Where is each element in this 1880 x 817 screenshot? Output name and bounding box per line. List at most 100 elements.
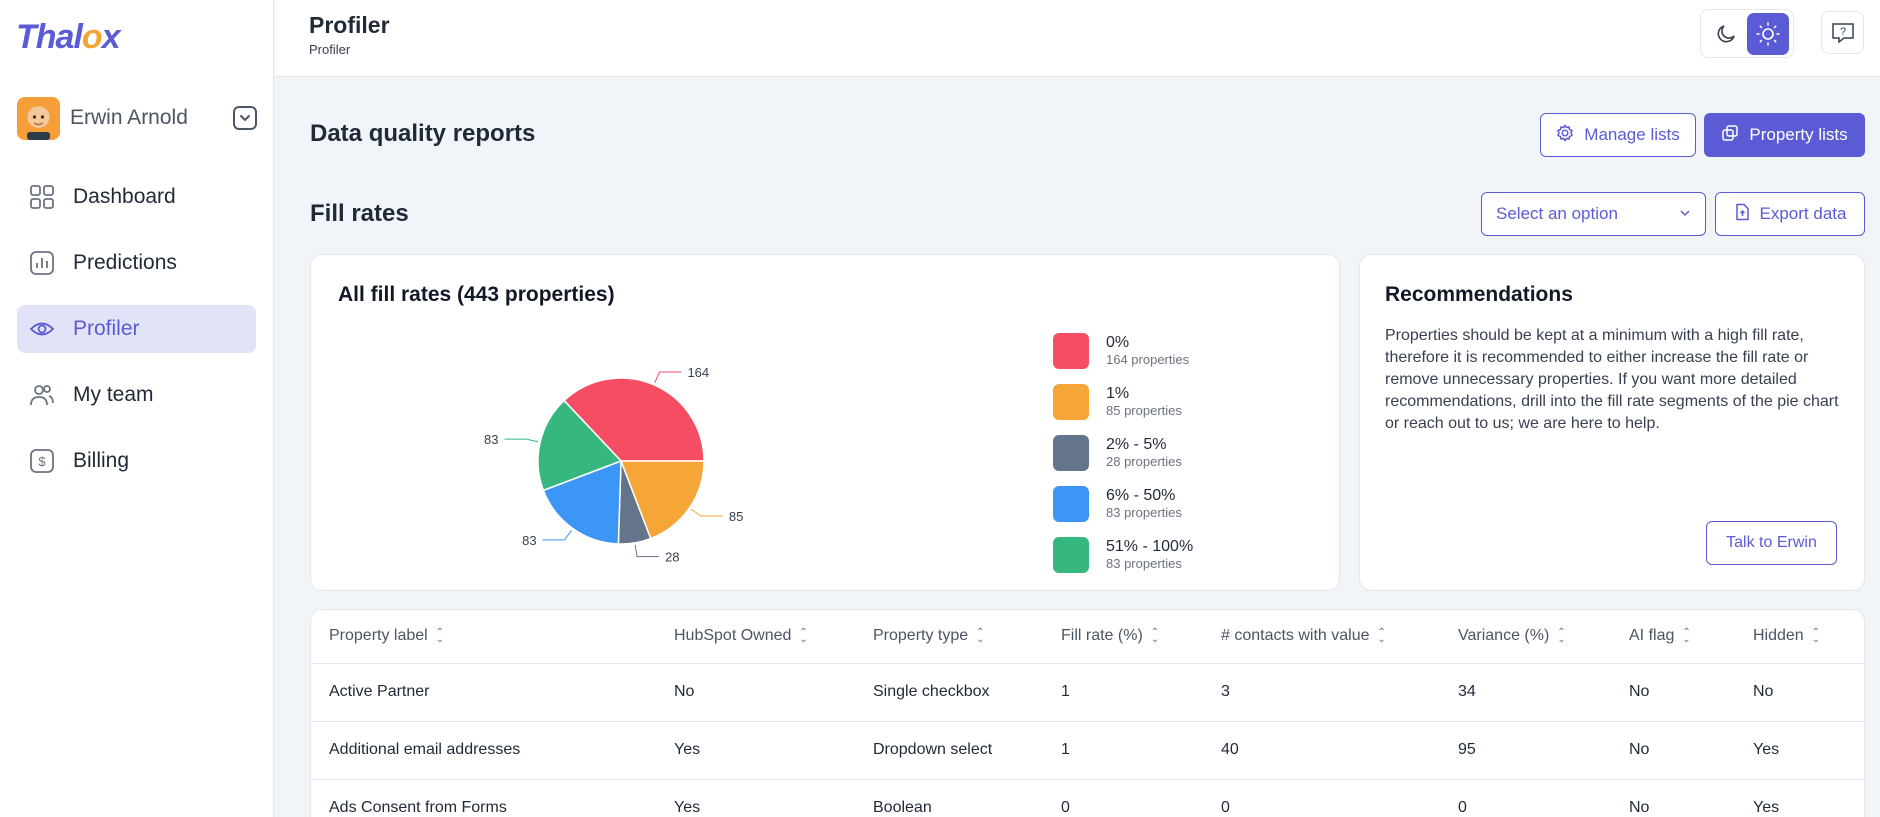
sidebar-item-label: Predictions [73, 251, 177, 274]
column-header[interactable]: Property type ⌃ ⌄ [855, 610, 1043, 664]
table-cell: Additional email addresses [311, 721, 656, 780]
sidebar-item-dashboard[interactable]: Dashboard [17, 173, 256, 221]
svg-text:$: $ [38, 454, 46, 469]
sidebar-item-label: Dashboard [73, 185, 176, 208]
table-cell: 95 [1440, 721, 1611, 780]
column-header[interactable]: Hidden ⌃ ⌄ [1735, 610, 1864, 664]
sort-icon: ⌃ ⌄ [1682, 627, 1691, 646]
avatar [17, 96, 60, 140]
column-label: HubSpot Owned [674, 627, 792, 645]
legend-item[interactable]: 2% - 5% 28 properties [1053, 427, 1193, 478]
chart-icon [29, 250, 55, 276]
table-cell: 40 [1203, 721, 1440, 780]
table-cell: 0 [1043, 779, 1203, 817]
dollar-icon: $ [29, 448, 55, 474]
pie-data-label: 28 [665, 550, 679, 565]
sidebar-item-my-team[interactable]: My team [17, 371, 256, 419]
legend-item[interactable]: 1% 85 properties [1053, 376, 1193, 427]
users-icon [29, 382, 55, 408]
svg-text:?: ? [1839, 26, 1845, 38]
copy-icon [1721, 124, 1739, 147]
chevron-down-icon [1679, 204, 1691, 224]
table-cell: Dropdown select [855, 721, 1043, 780]
table-cell: 34 [1440, 663, 1611, 722]
table-row[interactable]: Active Partner No Single checkbox 1 3 34… [311, 663, 1864, 722]
legend-item[interactable]: 6% - 50% 83 properties [1053, 478, 1193, 529]
moon-icon[interactable] [1705, 13, 1747, 55]
column-label: Fill rate (%) [1061, 627, 1143, 645]
legend-label: 0% [1106, 334, 1130, 351]
table-header-row: Property label ⌃ ⌄ HubSpot Owned ⌃ ⌄ Propert… [311, 610, 1864, 664]
table-cell: 0 [1440, 779, 1611, 817]
table-row[interactable]: Ads Consent from Forms Yes Boolean 0 0 0… [311, 779, 1864, 817]
help-icon[interactable]: ? [1821, 11, 1864, 54]
table-cell: Ads Consent from Forms [311, 779, 656, 817]
column-header[interactable]: Property label ⌃ ⌄ [311, 610, 656, 664]
manage-lists-button[interactable]: Manage lists [1540, 113, 1696, 157]
logo-prefix: Thal [16, 18, 83, 56]
pie-leader-line [542, 529, 572, 541]
sidebar-item-label: Billing [73, 449, 130, 472]
pie-data-label: 83 [522, 533, 536, 548]
column-label: Property type [873, 627, 969, 645]
column-label: # contacts with value [1221, 627, 1370, 645]
page-heading: Data quality reports [310, 120, 536, 147]
sidebar-item-predictions[interactable]: Predictions [17, 239, 256, 287]
sidebar-item-label: Profiler [73, 317, 140, 340]
export-data-button[interactable]: Export data [1715, 192, 1865, 236]
select-value: Select an option [1496, 204, 1618, 223]
pie-leader-line [634, 544, 660, 558]
sort-icon: ⌃ ⌄ [1377, 627, 1386, 646]
table-cell: Yes [1735, 779, 1864, 817]
table-cell: 3 [1203, 663, 1440, 722]
sun-icon[interactable] [1747, 12, 1789, 55]
column-header[interactable]: Fill rate (%) ⌃ ⌄ [1043, 610, 1203, 664]
sort-icon: ⌃ ⌄ [976, 627, 985, 646]
breadcrumb: Profiler [309, 42, 351, 57]
table-row[interactable]: Additional email addresses Yes Dropdown … [311, 721, 1864, 780]
properties-table-card: Property label ⌃ ⌄ HubSpot Owned ⌃ ⌄ Propert… [310, 609, 1865, 817]
sort-icon: ⌃ ⌄ [1557, 627, 1566, 646]
pie-slice[interactable] [563, 377, 705, 462]
table-cell: No [1611, 721, 1735, 780]
sidebar-item-billing[interactable]: $ Billing [17, 437, 256, 485]
table-cell: No [1735, 663, 1864, 722]
pie-slice[interactable] [619, 460, 705, 540]
table-cell: Yes [656, 721, 855, 780]
pie-slice[interactable] [542, 459, 622, 545]
section-heading: Fill rates [310, 200, 409, 227]
column-header[interactable]: # contacts with value ⌃ ⌄ [1203, 610, 1440, 664]
pie-leader-line [504, 438, 539, 443]
eye-icon [29, 316, 55, 342]
pie-slice[interactable] [537, 399, 623, 492]
pie-data-label: 164 [687, 365, 709, 380]
export-icon [1734, 203, 1750, 226]
legend-swatch [1053, 485, 1089, 522]
legend-sub: 164 properties [1106, 352, 1190, 367]
option-select[interactable]: Select an option [1481, 192, 1706, 236]
recommendations-text: Properties should be kept at a minimum w… [1385, 327, 1839, 432]
legend-swatch [1053, 434, 1089, 471]
theme-toggle [1700, 9, 1794, 58]
column-header[interactable]: HubSpot Owned ⌃ ⌄ [656, 610, 855, 664]
column-header[interactable]: AI flag ⌃ ⌄ [1611, 610, 1735, 664]
user-menu[interactable]: Erwin Arnold [17, 96, 257, 140]
legend-item[interactable]: 0% 164 properties [1053, 325, 1193, 376]
sidebar-item-profiler[interactable]: Profiler [17, 305, 256, 353]
pie-data-label: 85 [729, 509, 743, 524]
column-header[interactable]: Variance (%) ⌃ ⌄ [1440, 610, 1611, 664]
table-cell: Yes [656, 779, 855, 817]
fill-rates-title: All fill rates (443 properties) [338, 283, 615, 306]
property-lists-label: Property lists [1749, 125, 1848, 144]
table-cell: No [1611, 663, 1735, 722]
legend-swatch [1053, 536, 1089, 573]
fill-rates-card: All fill rates (443 properties) 164 85 28 8… [310, 254, 1340, 591]
sort-icon: ⌃ ⌄ [1811, 627, 1821, 646]
chevron-down-icon[interactable] [233, 106, 257, 130]
legend-item[interactable]: 51% - 100% 83 properties [1053, 529, 1193, 580]
legend-sub: 28 properties [1106, 454, 1182, 469]
logo[interactable]: Thalox [16, 18, 121, 57]
property-lists-button[interactable]: Property lists [1704, 113, 1865, 157]
talk-to-erwin-button[interactable]: Talk to Erwin [1706, 521, 1837, 565]
top-header: Profiler Profiler ? [275, 0, 1880, 77]
